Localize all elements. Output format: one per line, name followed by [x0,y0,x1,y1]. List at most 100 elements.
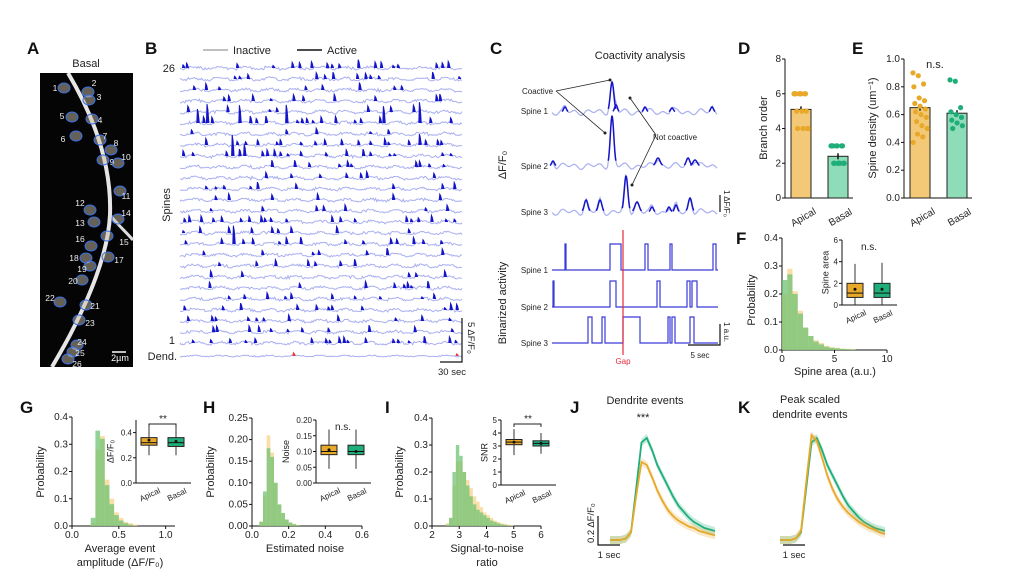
active-event [369,140,373,146]
row-label-bottom: 1 [169,335,175,347]
active-event [261,249,265,256]
scale-c-x: 5 sec [690,351,709,360]
active-event [330,63,335,69]
mean-marker [539,441,543,445]
active-event [277,240,282,245]
active-event [186,104,191,113]
active-event [239,217,243,223]
hist-bin-basal [824,346,830,350]
x-tick-label: 10 [881,354,893,365]
active-event [292,351,296,357]
hist-bin-basal [486,517,490,526]
spine-roi-16 [84,240,98,252]
x-tick-label: 1.0 [159,530,173,541]
active-event [214,186,218,190]
y-tick-label: 0.20 [296,416,312,425]
annotation-arrow [631,134,657,186]
active-event [342,334,347,344]
mean-marker [853,287,857,291]
active-event [240,270,245,278]
active-event [334,114,338,124]
y-tick-label: 0.0 [886,193,900,204]
active-event [238,148,242,157]
active-event [246,72,251,80]
spine-trace [551,80,718,117]
data-point [953,112,959,118]
significance-label: ** [524,414,532,425]
binarized-trace [552,316,718,344]
active-peak [631,201,643,212]
data-point [834,143,840,149]
active-event [300,117,305,124]
active-event [270,225,275,234]
active-event [291,60,295,69]
data-point [805,125,811,132]
hist-bin-basal [850,349,856,350]
active-peak [607,115,617,161]
active-event [359,117,363,124]
spine-roi-20 [75,274,89,286]
y-tick-label: 0.4 [54,412,68,423]
data-point [915,73,921,79]
active-event [457,75,462,80]
active-event [323,73,327,80]
active-event [394,317,398,322]
active-event [388,153,392,157]
active-event [383,136,387,146]
active-event [353,119,357,124]
hist-bin-basal [274,482,278,526]
significance-bracket [148,423,177,427]
y-tick-label: 0.2 [886,165,900,176]
active-event [346,159,350,168]
category-label: Apical [844,308,868,325]
active-event [239,302,243,311]
data-point [914,118,920,125]
y-tick-label: 0.4 [764,233,778,244]
active-event [365,249,369,256]
annotation-arrow [629,97,657,136]
active-event [443,306,447,311]
y-tick-label: 0.15 [229,456,249,467]
category-label: Basal [346,486,368,503]
spine-roi-12 [83,204,97,216]
active-event [407,227,411,234]
d-ylabel: Branch order [758,96,770,160]
active-event [209,268,213,278]
active-event [238,105,242,124]
binarized-trace [552,280,718,308]
active-event [319,114,324,124]
category-label: Apical [789,206,818,229]
data-point [802,91,809,97]
h-xlabel: Estimated noise [266,543,344,555]
k-title-1: Peak scaled [780,394,840,406]
spine-number: 5 [60,111,65,121]
active-peak [648,206,656,213]
active-event [391,182,396,190]
mean-trace-basal [610,436,716,541]
active-event [396,338,401,344]
panel-label-k: K [738,398,751,417]
active-event [263,216,267,223]
j-annotation: *** [637,412,651,424]
active-event [222,184,227,190]
active-event [315,126,319,135]
active-event [270,192,275,201]
active-event [321,83,325,91]
x-tick-label: 0.5 [112,530,126,541]
active-event [233,75,237,80]
data-point [947,77,953,83]
active-event [275,140,279,146]
y-tick-label: 6 [775,89,781,100]
active-event [455,302,459,311]
active-event [409,217,414,223]
active-event [424,206,428,212]
active-event [285,217,289,223]
active-event [432,171,437,179]
arrow-head [630,183,634,187]
hist-bin-basal [445,524,450,526]
active-event [438,192,443,201]
y-tick-label: 0.4 [121,429,133,438]
active-event [191,339,195,344]
